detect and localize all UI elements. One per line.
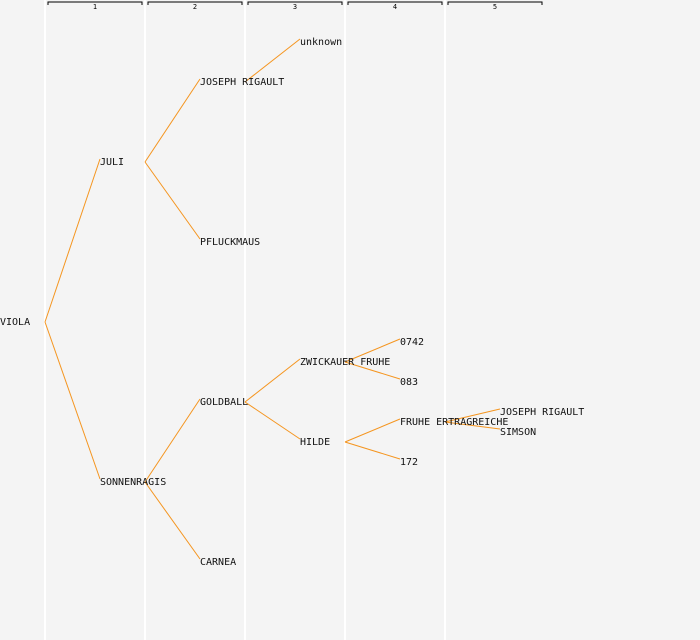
tree-edge <box>344 418 401 443</box>
tree-edge <box>444 408 501 423</box>
generation-bracket <box>347 1 443 5</box>
node-fruhe-ertragreiche[interactable]: FRUHE ERTRAGREICHE <box>400 417 508 428</box>
node-pfluckmaus[interactable]: PFLUCKMAUS <box>200 237 260 248</box>
node-n0742[interactable]: 0742 <box>400 337 424 348</box>
tree-edges <box>44 38 501 560</box>
tree-edge <box>144 398 201 483</box>
node-juli[interactable]: JULI <box>100 157 124 168</box>
node-labels: VIOLA JULI SONNENRAGIS JOSEPH RIGAULT PFLUCK… <box>0 37 584 568</box>
node-sonnenragis[interactable]: SONNENRAGIS <box>100 477 166 488</box>
node-simson[interactable]: SIMSON <box>500 427 536 438</box>
generation-bracket <box>247 1 343 5</box>
tree-edge <box>344 338 401 363</box>
generation-number: 2 <box>193 3 197 11</box>
node-goldball[interactable]: GOLDBALL <box>200 397 248 408</box>
node-zwickauer-fruhe[interactable]: ZWICKAUER FRUHE <box>300 357 390 368</box>
tree-edge <box>44 321 101 480</box>
node-joseph-rigault-2[interactable]: JOSEPH RIGAULT <box>500 407 584 418</box>
generation-number: 4 <box>393 3 397 11</box>
generation-headers: 1 2 3 4 5 <box>47 1 543 11</box>
tree-edge <box>244 38 301 83</box>
tree-edge <box>144 78 201 163</box>
tree-edge <box>144 481 201 560</box>
tree-edge <box>344 441 401 460</box>
node-n083[interactable]: 083 <box>400 377 418 388</box>
generation-bracket <box>147 1 243 5</box>
node-joseph-rigault-1[interactable]: JOSEPH RIGAULT <box>200 77 284 88</box>
generation-number: 5 <box>493 3 497 11</box>
generation-number: 3 <box>293 3 297 11</box>
generation-bracket <box>447 1 543 5</box>
tree-edge <box>44 158 101 323</box>
node-unknown[interactable]: unknown <box>300 37 342 48</box>
tree-edge <box>444 421 501 430</box>
tree-edge <box>244 401 301 440</box>
generation-number: 1 <box>93 3 97 11</box>
tree-edge <box>344 361 401 380</box>
generation-bracket <box>47 1 143 5</box>
generation-columns <box>44 0 446 640</box>
node-hilde[interactable]: HILDE <box>300 437 330 448</box>
node-n172[interactable]: 172 <box>400 457 418 468</box>
tree-edge <box>244 358 301 403</box>
node-carnea[interactable]: CARNEA <box>200 557 236 568</box>
tree-edge <box>144 161 201 240</box>
node-viola[interactable]: VIOLA <box>0 317 30 328</box>
